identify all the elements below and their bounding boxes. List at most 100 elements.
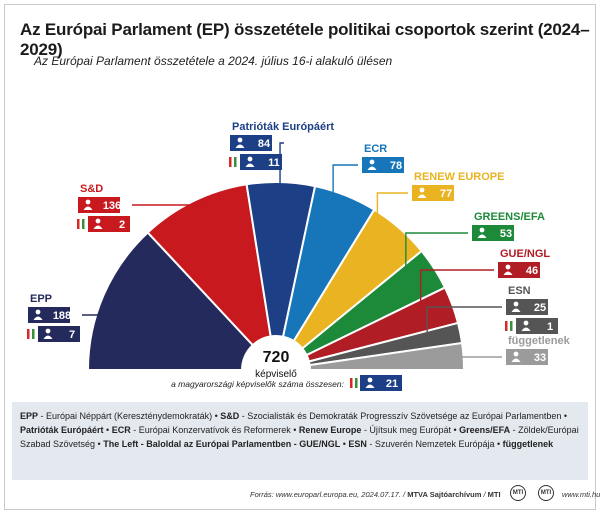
person-icon [513,301,519,307]
legend-abbr: ECR [111,425,131,435]
group-label: Patrióták Európáért [232,121,334,133]
hungarian-flag-icon [352,378,355,388]
person-icon [93,225,103,229]
seat-count-value: 53 [500,228,512,240]
person-icon [237,137,243,143]
person-icon [43,335,53,339]
legend-abbr: függetlenek [502,439,554,449]
page-title: Az Európai Parlament (EP) összetétele po… [20,20,590,59]
seat-count-value: 84 [258,138,271,150]
center-total: 720 [263,349,290,366]
hungarian-flag-icon [505,321,508,331]
mti-logo-icon: MTI [510,485,526,501]
person-icon [479,227,485,233]
page-subtitle: Az Európai Parlament összetétele a 2024.… [34,54,393,68]
person-icon [419,187,425,193]
group-label: függetlenek [508,335,571,347]
hungarian-flag-icon [229,157,232,167]
seat-count-value: 25 [534,302,546,314]
hungarian-flag-icon [234,157,237,167]
person-icon [245,163,255,167]
leader-line [376,192,408,254]
hungarian-total-value: 21 [386,378,398,390]
legend-box: EPP - Európai Néppárt (Kereszténydemokra… [12,402,588,480]
legend-desc: - Szocialisták és Demokraták Progresszív… [239,411,568,421]
hungarian-flag-icon [29,329,32,339]
leader-line [429,356,502,359]
legend-desc: - Újítsuk meg Európát • [361,425,460,435]
person-icon [513,351,519,357]
group-label: RENEW EUROPE [414,171,504,183]
legend-desc: - Európai Néppárt (Kereszténydemokraták)… [38,411,221,421]
leader-line [279,142,284,216]
footer-url: www.mti.hu [562,490,600,499]
hungarian-flag-icon [507,321,510,331]
person-icon [367,377,373,383]
hungarian-flag-icon [355,378,358,388]
center-label: képviselő [255,369,297,380]
legend-desc: • [340,439,349,449]
hungarian-flag-icon [350,378,353,388]
seat-count-value: 77 [440,188,452,200]
person-icon [511,358,521,362]
legend-abbr: The Left - Baloldal az Európai Parlament… [103,439,341,449]
person-icon [45,328,51,334]
legend-abbr: Patrióták Európáért [20,425,104,435]
group-label: ESN [508,285,531,297]
person-icon [365,384,375,388]
group-label: ECR [364,143,387,155]
hungarian-count-value: 1 [547,321,553,333]
hungarian-flag-icon [32,329,35,339]
legend-abbr: Greens/EFA [459,425,511,435]
footer-agency: MTI [487,490,501,499]
hungarian-flag-icon [27,329,30,339]
seat-slice [308,341,466,371]
person-icon [523,320,529,326]
legend-desc: - Zöldek/Európai Szabad Szövetség • [20,425,579,449]
footer-credit: MTVA Sajtóarchívum [407,490,482,499]
legend-abbr: S&D [220,411,240,421]
person-icon [521,327,531,331]
hungarian-flag-icon [79,219,82,229]
person-icon [477,234,487,238]
legend-desc: - Szuverén Nemzetek Európája • [366,439,503,449]
leader-line [419,269,494,317]
legend-abbr: ESN [348,439,367,449]
hungarian-flag-icon [510,321,513,331]
person-icon [369,159,375,165]
person-icon [83,206,93,210]
person-icon [417,194,427,198]
hungarian-flag-icon [231,157,234,167]
legend-desc: - Európai Konzervatívok és Reformerek • [130,425,299,435]
group-label: GREENS/EFA [474,211,545,223]
leader-line [332,164,358,227]
person-icon [235,144,245,148]
center-circle [246,336,306,396]
leader-line [82,308,136,316]
legend-abbr: Renew Europe [298,425,362,435]
seat-count-value: 46 [526,265,538,277]
hungarian-total-label: a magyarországi képviselők száma összese… [171,379,345,389]
footer-source: Forrás: www.europarl.europa.eu, 2024.07.… [250,490,501,499]
legend-desc: • [103,425,112,435]
person-icon [95,218,101,224]
group-label: GUE/NGL [500,248,550,260]
person-icon [511,308,521,312]
leader-line [405,232,468,287]
hungarian-count-value: 2 [119,219,125,231]
person-icon [367,166,377,170]
hungarian-count-value: 11 [268,157,280,169]
group-label: EPP [30,293,52,305]
person-icon [33,316,43,320]
seat-count-value: 188 [53,310,71,322]
hungarian-count-value: 7 [69,329,75,341]
leader-line [426,306,502,340]
seat-count-value: 78 [390,160,402,172]
leader-line [132,204,210,232]
footer-source-text: Forrás: www.europarl.europa.eu, 2024.07.… [250,490,401,499]
seat-slice [146,183,272,347]
person-icon [505,264,511,270]
seat-count-value: 33 [534,352,546,364]
hungarian-flag-icon [82,219,85,229]
